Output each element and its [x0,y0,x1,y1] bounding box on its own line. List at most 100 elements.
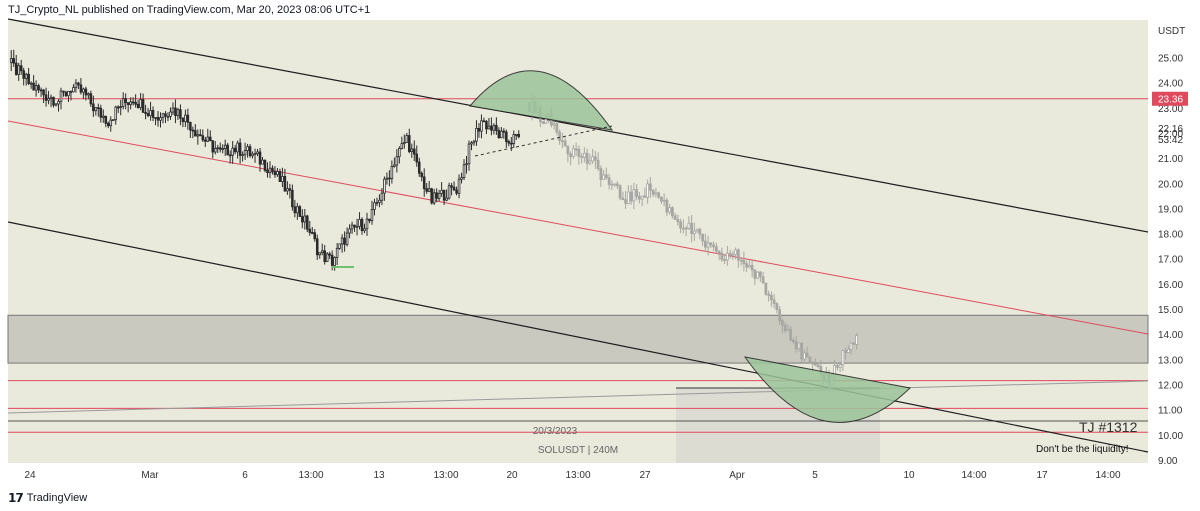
candle-body [345,232,349,245]
candle-body [475,127,478,142]
candle-body [500,130,503,139]
chart-header: TJ_Crypto_NL published on TradingView.co… [8,4,371,16]
candle-body [566,145,570,155]
author-tag: TJ #1312 [1079,419,1138,435]
candle-body [643,195,647,198]
footer-logo[interactable]: 𝟭𝟳 TradingView [8,491,87,505]
y-tick-label: 10.00 [1158,431,1183,442]
candle-body [248,146,252,157]
candle-body [276,171,279,176]
candle-body [92,103,95,112]
candle-body [852,342,856,345]
candle-body [109,119,113,127]
current-price-tag [1152,91,1188,106]
candle-body [37,85,40,91]
candle-body [141,99,145,113]
candle-body [583,152,586,158]
candle-body [370,209,374,222]
y-tick-label: 9.00 [1158,456,1178,467]
y-tick-label: 16.00 [1158,280,1183,291]
candle-body [651,189,655,195]
candle-body [59,90,63,102]
candle-body [166,115,170,118]
candle-body [808,356,812,363]
candle-body [82,88,85,93]
candle-body [425,188,428,192]
candle-body [437,193,441,199]
candle-body [594,156,597,161]
symbol-annotation: SOLUSDT | 240M [538,445,618,456]
candle-body [457,178,461,194]
candle-body [87,93,90,96]
candle-body [144,112,147,114]
x-tick-label: 20 [506,470,518,481]
candle-body [124,98,127,104]
candle-body [298,206,302,218]
candle-body [512,134,516,144]
candle-body [596,159,600,169]
candle-body [646,183,649,198]
candle-body [427,188,431,192]
candle-body [682,227,685,230]
candle-body [737,249,740,261]
candle-body [216,147,220,150]
dashed-trend-line [474,125,613,157]
candle-body [283,176,287,192]
candle-body [201,135,205,141]
y-tick-label: 13.00 [1158,355,1183,366]
candle-body [39,89,43,92]
last-close-label: 22.16 [1158,124,1183,135]
candle-body [355,225,359,228]
candle-body [460,177,463,180]
candle-body [27,73,30,84]
candle-body [194,130,197,137]
candle-body [378,199,381,203]
candle-body [251,153,254,157]
candle-body [432,192,436,204]
candle-body [447,185,451,199]
candle-body [256,151,259,154]
candle-body [574,148,578,151]
candle-body [485,120,488,130]
candle-body [789,328,792,341]
candle-body [243,150,247,156]
x-tick-label: 27 [639,470,651,481]
candle-body [176,109,180,117]
candle-body [849,342,853,350]
x-tick-label: Apr [729,470,745,481]
candle-body [231,147,234,156]
candle-body [89,93,93,105]
candle-body [315,238,319,256]
footer-logo-text: TradingView [26,492,88,504]
candle-body [695,228,699,232]
candle-body [836,365,839,368]
caption-text: Don't be the liquidity! [1036,444,1129,455]
candle-body [505,131,508,142]
candle-body [313,232,317,240]
support-zone [7,314,1149,364]
candle-body [811,361,814,365]
candle-body [116,106,120,109]
x-tick-label: 17 [1036,470,1048,481]
x-tick-label: 13:00 [298,470,323,481]
candle-body [398,148,401,158]
candle-body [159,117,162,121]
candle-body [42,89,45,96]
candle-body [268,167,272,174]
candle-body [679,221,682,229]
candle-body [111,119,115,122]
candle-body [561,140,564,143]
candle-body [662,199,666,202]
candle-body [380,192,384,201]
candle-body [146,113,150,117]
candle-body [323,250,326,263]
candle-body [164,113,167,117]
candle-body [816,364,820,367]
candle-body [602,174,605,180]
candle-body [624,199,627,204]
candle-body [365,218,369,230]
candle-body [340,237,344,245]
candle-body [223,144,227,149]
candle-body [422,176,426,190]
